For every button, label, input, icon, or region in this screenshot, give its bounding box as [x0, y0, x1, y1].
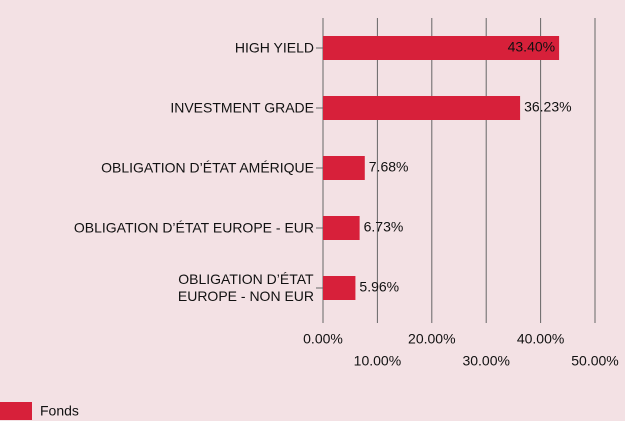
legend-swatch	[0, 402, 32, 420]
x-tick-label: 10.00%	[354, 353, 401, 369]
y-tick-label: OBLIGATION D’ÉTAT AMÉRIQUE	[101, 159, 314, 176]
x-tick-label: 0.00%	[303, 331, 343, 347]
y-tick-label: INVESTMENT GRADE	[170, 99, 314, 116]
x-tick-label: 40.00%	[517, 331, 564, 347]
legend-label: Fonds	[40, 403, 79, 419]
bar	[323, 156, 365, 180]
bar	[323, 96, 521, 120]
x-tick-label: 20.00%	[408, 331, 455, 347]
x-tick-label: 50.00%	[571, 353, 618, 369]
data-label: 6.73%	[364, 219, 404, 235]
y-tick-label: OBLIGATION D’ÉTAT EUROPE - EUR	[73, 219, 314, 236]
data-label: 36.23%	[524, 99, 571, 115]
data-label: 5.96%	[359, 279, 399, 295]
x-tick-label: 30.00%	[462, 353, 509, 369]
bar	[323, 36, 560, 60]
data-label: 7.68%	[369, 159, 409, 175]
data-label: 43.40%	[508, 39, 555, 55]
bar	[323, 276, 356, 300]
y-tick-label: HIGH YIELD	[234, 39, 314, 56]
bar	[323, 216, 360, 240]
y-tick-label: OBLIGATION D’ÉTAT EUROPE - NON EUR	[177, 271, 314, 304]
